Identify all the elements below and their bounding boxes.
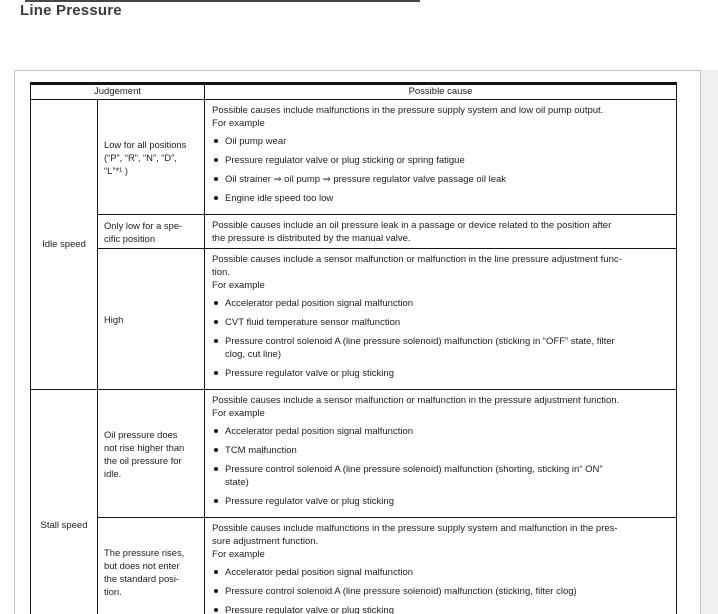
bullet-item: CVT fluid temperature sensor malfunction bbox=[212, 316, 668, 329]
bullet-dot-icon bbox=[214, 467, 219, 471]
bullet-list: Accelerator pedal position signal malfun… bbox=[212, 297, 668, 380]
bullet-text: Pressure regulator valve or plug stickin… bbox=[225, 368, 394, 379]
bullet-text: Accelerator pedal position signal malfun… bbox=[225, 298, 414, 309]
bullet-text: CVT fluid temperature sensor malfunction bbox=[225, 317, 401, 328]
bullet-list: Accelerator pedal position signal malfun… bbox=[212, 425, 668, 508]
bullet-text: Pressure regulator valve or plug stickin… bbox=[225, 155, 465, 166]
bullet-text: TCM malfunction bbox=[225, 445, 297, 456]
bullet-dot-icon bbox=[214, 177, 219, 181]
table-header-row: Judgement Possible cause bbox=[29, 83, 678, 100]
cause-intro: Possible causes include an oil pressure … bbox=[212, 220, 612, 244]
for-example-label: For example bbox=[212, 549, 265, 560]
bullet-dot-icon bbox=[214, 320, 219, 324]
title-overline bbox=[25, 0, 420, 2]
table-row: Stall speed Oil pressure does not rise h… bbox=[30, 389, 678, 614]
bullet-item: Pressure control solenoid A (line pressu… bbox=[212, 463, 668, 489]
cause-intro: Possible causes include malfunctions in … bbox=[212, 523, 618, 547]
bullet-item: Accelerator pedal position signal malfun… bbox=[212, 566, 668, 579]
cause-cell: Possible causes include malfunctions in … bbox=[204, 517, 678, 614]
cause-intro: Possible causes include a sensor malfunc… bbox=[212, 254, 622, 278]
bullet-item: Oil strainer ⇒ oil pump ⇒ pressure regul… bbox=[212, 173, 668, 186]
bullet-dot-icon bbox=[214, 158, 219, 162]
judgement-cell: Oil pressure does not rise higher than t… bbox=[96, 389, 206, 518]
judgement-cell: Low for all positions (“P”, “R”, “N”, “D… bbox=[96, 99, 206, 215]
bullet-item: Pressure regulator valve or plug stickin… bbox=[212, 604, 668, 614]
bullet-item: Accelerator pedal position signal malfun… bbox=[212, 297, 668, 310]
bullet-dot-icon bbox=[214, 339, 219, 343]
bullet-dot-icon bbox=[214, 570, 219, 574]
panel-right-gutter bbox=[701, 70, 718, 614]
group-label-idle-speed: Idle speed bbox=[30, 99, 98, 390]
bullet-dot-icon bbox=[214, 139, 219, 143]
for-example-label: For example bbox=[212, 408, 265, 419]
bullet-list: Oil pump wear Pressure regulator valve o… bbox=[212, 135, 668, 205]
bullet-text: Pressure control solenoid A (line pressu… bbox=[225, 464, 603, 488]
line-pressure-troubleshooting-table: Judgement Possible cause Idle speed Low … bbox=[29, 82, 678, 614]
bullet-dot-icon bbox=[214, 499, 219, 503]
bullet-dot-icon bbox=[214, 429, 219, 433]
table-row: High Possible causes include a sensor ma… bbox=[31, 248, 678, 390]
judgement-cell: Only low for a spe- cific position bbox=[96, 214, 206, 249]
bullet-item: Pressure regulator valve or plug stickin… bbox=[212, 495, 668, 508]
bullet-text: Pressure regulator valve or plug stickin… bbox=[225, 605, 394, 614]
header-possible-cause: Possible cause bbox=[204, 83, 678, 100]
bullet-dot-icon bbox=[214, 608, 219, 612]
cause-cell: Possible causes include a sensor malfunc… bbox=[204, 248, 678, 390]
bullet-dot-icon bbox=[214, 448, 219, 452]
bullet-dot-icon bbox=[214, 589, 219, 593]
bullet-list: Accelerator pedal position signal malfun… bbox=[212, 566, 668, 614]
bullet-item: Accelerator pedal position signal malfun… bbox=[212, 425, 668, 438]
cause-intro: Possible causes include malfunctions in … bbox=[212, 105, 604, 116]
bullet-item: Pressure regulator valve or plug stickin… bbox=[212, 367, 668, 380]
bullet-dot-icon bbox=[214, 371, 219, 375]
header-judgement: Judgement bbox=[29, 83, 206, 100]
table-row: Idle speed Low for all positions (“P”, “… bbox=[30, 99, 678, 390]
group-label-stall-speed: Stall speed bbox=[30, 389, 98, 614]
bullet-text: Oil pump wear bbox=[225, 136, 287, 147]
bullet-text: Oil strainer ⇒ oil pump ⇒ pressure regul… bbox=[225, 174, 507, 185]
judgement-cell: The pressure rises, but does not enter t… bbox=[96, 517, 206, 614]
bullet-text: Accelerator pedal position signal malfun… bbox=[225, 426, 414, 437]
cause-intro: Possible causes include a sensor malfunc… bbox=[212, 395, 620, 406]
for-example-label: For example bbox=[212, 118, 265, 129]
content-panel: Judgement Possible cause Idle speed Low … bbox=[14, 70, 701, 614]
bullet-item: Engine idle speed too low bbox=[212, 192, 668, 205]
bullet-dot-icon bbox=[214, 301, 219, 305]
bullet-text: Pressure control solenoid A (line pressu… bbox=[225, 586, 577, 597]
bullet-item: Pressure control solenoid A (line pressu… bbox=[212, 585, 668, 598]
bullet-item: Pressure control solenoid A (line pressu… bbox=[212, 335, 668, 361]
table-row: Only low for a spe- cific position Possi… bbox=[31, 214, 678, 249]
table-row: The pressure rises, but does not enter t… bbox=[31, 517, 678, 614]
bullet-item: TCM malfunction bbox=[212, 444, 668, 457]
cause-cell: Possible causes include a sensor malfunc… bbox=[204, 389, 678, 518]
page-title: Line Pressure bbox=[20, 2, 122, 19]
bullet-item: Oil pump wear bbox=[212, 135, 668, 148]
bullet-item: Pressure regulator valve or plug stickin… bbox=[212, 154, 668, 167]
bullet-text: Pressure control solenoid A (line pressu… bbox=[225, 336, 615, 360]
cause-cell: Possible causes include an oil pressure … bbox=[204, 214, 678, 249]
bullet-text: Pressure regulator valve or plug stickin… bbox=[225, 496, 394, 507]
bullet-text: Accelerator pedal position signal malfun… bbox=[225, 567, 414, 578]
judgement-cell: High bbox=[96, 248, 206, 390]
bullet-dot-icon bbox=[214, 196, 219, 200]
for-example-label: For example bbox=[212, 280, 265, 291]
bullet-text: Engine idle speed too low bbox=[225, 193, 334, 204]
cause-cell: Possible causes include malfunctions in … bbox=[204, 99, 678, 215]
